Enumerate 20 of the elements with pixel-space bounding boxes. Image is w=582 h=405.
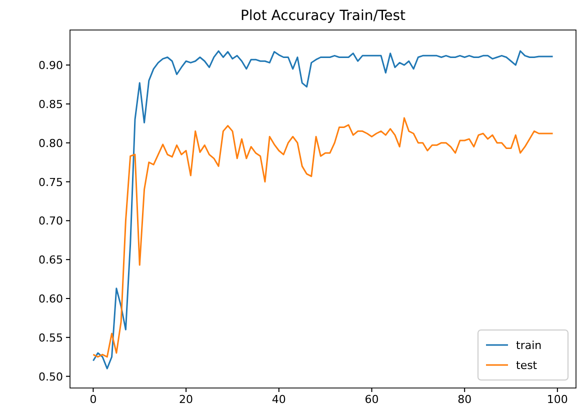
y-tick-label: 0.80: [38, 136, 63, 150]
y-tick-label: 0.60: [38, 292, 63, 306]
x-tick-label: 0: [90, 393, 97, 405]
x-tick-label: 60: [364, 393, 379, 405]
line-series: [92, 117, 554, 358]
chart-title: Plot Accuracy Train/Test: [240, 8, 406, 24]
x-tick-label: 100: [546, 393, 568, 405]
x-tick-label: 40: [272, 393, 286, 405]
legend-label: test: [516, 359, 538, 372]
x-tick-label: 20: [179, 393, 194, 405]
y-tick-label: 0.50: [38, 370, 63, 384]
y-tick-label: 0.55: [38, 331, 63, 344]
y-tick-label: 0.85: [38, 98, 63, 111]
y-tick-label: 0.65: [38, 254, 63, 267]
legend-label: train: [516, 339, 542, 352]
x-tick-label: 80: [458, 393, 472, 405]
line-series: [92, 50, 554, 370]
y-tick-label: 0.70: [38, 214, 63, 228]
y-tick-label: 0.90: [38, 59, 63, 72]
y-tick-label: 0.75: [38, 176, 63, 189]
